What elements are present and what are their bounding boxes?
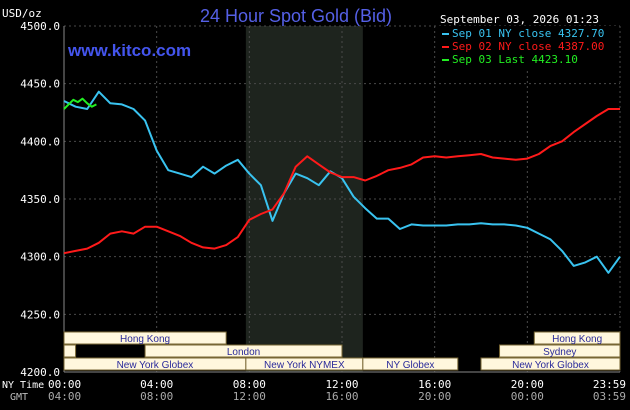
legend-box xyxy=(438,26,617,68)
session-label: London xyxy=(227,347,260,358)
y-tick-label: 4450.0 xyxy=(20,78,60,91)
session-label: New York Globex xyxy=(117,360,194,371)
session-label: Hong Kong xyxy=(120,334,170,345)
session-bar xyxy=(63,331,227,345)
session-label: New York Globex xyxy=(512,360,589,371)
session-label: Sydney xyxy=(543,347,576,358)
y-tick-label: 4500.0 xyxy=(20,20,60,33)
session-bar xyxy=(144,344,343,358)
axes xyxy=(63,26,620,373)
x-tick-label-ny: 04:00 xyxy=(140,378,173,391)
date-header: September 03, 2026 01:23 xyxy=(440,13,599,26)
session-bar xyxy=(533,331,621,345)
market-sessions: Hong Kong London New York Globex New York N… xyxy=(63,331,621,371)
x-tick-label-ny: 08:00 xyxy=(233,378,266,391)
gmt-label: GMT xyxy=(10,392,28,403)
session-label: NY Globex xyxy=(386,360,434,371)
tick-labels: 4500.0 4450.0 4400.0 4350.0 4300.0 4250.0 4200… xyxy=(20,20,626,403)
y-tick-label: 4350.0 xyxy=(20,193,60,206)
x-tick-label-gmt: 16:00 xyxy=(325,390,358,403)
x-tick-label-gmt: 04:00 xyxy=(48,390,81,403)
y-axis-unit-label: USD/oz xyxy=(2,7,42,20)
session-bar xyxy=(480,357,621,371)
legend-entry: Sep 01 NY close 4327.70 xyxy=(452,27,604,40)
x-tick-label-gmt: 08:00 xyxy=(140,390,173,403)
session-label: New York NYMEX xyxy=(264,360,345,371)
x-tick-label-gmt: 03:59 xyxy=(593,390,626,403)
x-tick-label-ny: 00:00 xyxy=(48,378,81,391)
ny-time-label: NY Time xyxy=(2,380,44,391)
session-bar xyxy=(362,357,459,371)
session-bar xyxy=(63,344,77,358)
session-bar xyxy=(499,344,621,358)
x-tick-label-ny: 23:59 xyxy=(593,378,626,391)
y-tick-label: 4400.0 xyxy=(20,135,60,148)
x-tick-label-gmt: 00:00 xyxy=(511,390,544,403)
chart-title: 24 Hour Spot Gold (Bid) xyxy=(200,6,392,26)
series-line-sep-03 xyxy=(63,97,97,110)
y-tick-label: 4200.0 xyxy=(20,366,60,379)
x-tick-label-ny: 20:00 xyxy=(511,378,544,391)
x-tick-label-gmt: 12:00 xyxy=(233,390,266,403)
series-lines xyxy=(63,90,621,274)
x-tick-label-gmt: 20:00 xyxy=(418,390,451,403)
x-tick-label-ny: 12:00 xyxy=(325,378,358,391)
series-line-sep-02 xyxy=(63,108,620,255)
y-tick-label: 4250.0 xyxy=(20,308,60,321)
session-label: Hong Kong xyxy=(552,334,602,345)
legend-entry: Sep 03 Last 4423.10 xyxy=(452,53,578,66)
watermark-url: www.kitco.com xyxy=(67,41,191,60)
series-line-sep-01 xyxy=(63,90,621,274)
x-tick-label-ny: 16:00 xyxy=(418,378,451,391)
legend-entry: Sep 02 NY close 4387.00 xyxy=(452,40,604,53)
y-tick-label: 4300.0 xyxy=(20,251,60,264)
